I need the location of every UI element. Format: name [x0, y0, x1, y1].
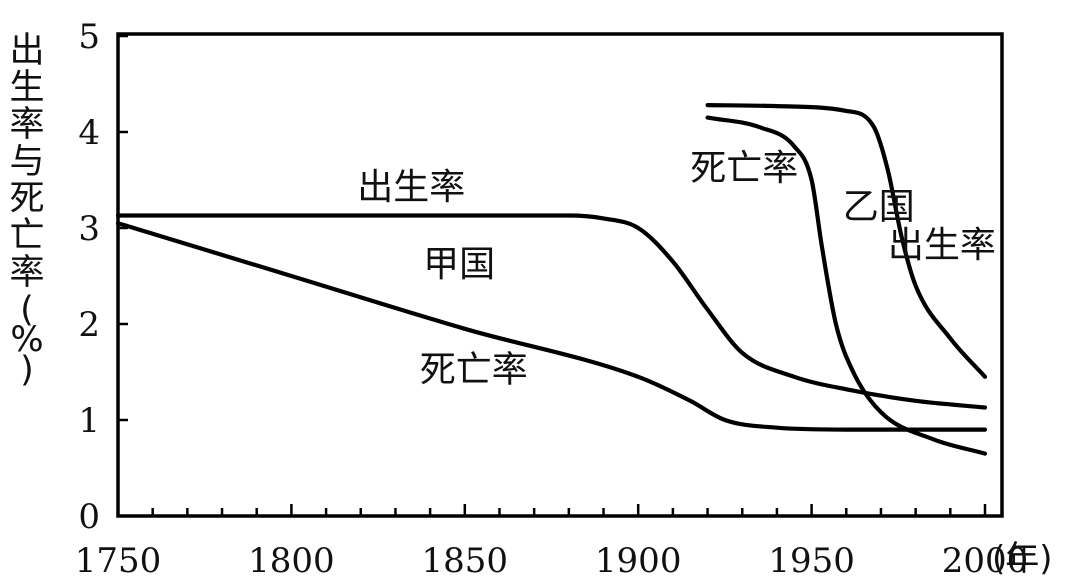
x-tick-label: 1800 — [248, 541, 335, 581]
y-tick-label: 2 — [78, 305, 100, 345]
y-tick-label: 0 — [78, 497, 100, 537]
x-tick-label: 1750 — [75, 541, 162, 581]
y-axis-label-char: 出 — [9, 31, 44, 71]
y-axis-label-char: ( — [20, 290, 34, 330]
y-ticks: 0 1 2 3 4 5 — [78, 17, 128, 537]
y-axis-label-char: 亡 — [9, 216, 44, 256]
y-axis-label-char: 与 — [9, 142, 44, 182]
x-axis-unit: (年) — [992, 539, 1053, 579]
y-tick-label: 1 — [78, 401, 100, 441]
series-curves — [115, 103, 988, 456]
x-tick-label: 1900 — [595, 541, 682, 581]
series-annotation: 乙国 — [843, 186, 915, 227]
y-axis-label-char: 生 — [9, 68, 44, 108]
y-tick-label: 4 — [78, 113, 100, 153]
series-line-yi-death — [705, 115, 988, 456]
x-tick-label: 1950 — [768, 541, 855, 581]
minor-ticks — [116, 504, 987, 516]
y-axis-label-char: 死 — [9, 179, 44, 219]
y-axis-label-char: 率 — [9, 253, 44, 293]
y-axis-label-char: % — [10, 320, 43, 360]
series-line-jia-death — [115, 221, 988, 432]
x-ticks: 1750 1800 1850 1900 1950 2000 — [75, 541, 1029, 581]
y-tick-label: 5 — [78, 17, 100, 57]
y-tick-label: 3 — [78, 209, 100, 249]
series-annotation: 死亡率 — [690, 148, 798, 189]
plot-frame — [116, 32, 1004, 518]
series-line-yi-birth — [705, 103, 988, 379]
series-annotation: 甲国 — [423, 244, 495, 285]
x-tick-label: 1850 — [422, 541, 509, 581]
y-axis-label-char: 率 — [9, 105, 44, 145]
series-annotation: 出生率 — [888, 225, 996, 266]
series-line-jia-birth — [115, 213, 988, 410]
y-axis-label-char: ) — [20, 350, 34, 390]
series-annotation: 出生率 — [357, 167, 465, 208]
series-annotation: 死亡率 — [420, 350, 528, 391]
x-tick-label: 2000 — [942, 541, 1029, 581]
